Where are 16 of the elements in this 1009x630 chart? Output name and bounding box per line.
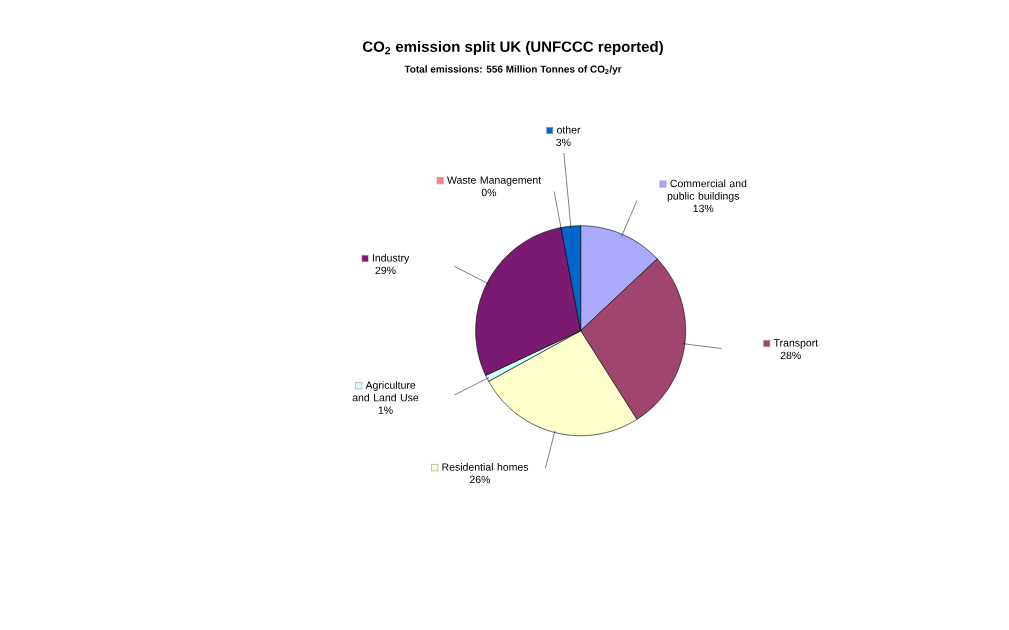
data-label: 3% (556, 138, 571, 147)
legend-label: Transport (773, 339, 819, 349)
legend-label: Residential homes (442, 463, 529, 471)
data-label: 29% (375, 266, 396, 275)
legend-label: other (556, 125, 581, 134)
legend-label: Waste Management (447, 176, 542, 186)
legend-label: Agriculture and Land Use (352, 381, 419, 402)
text: 0% (481, 188, 497, 197)
data-label: 1% (378, 406, 393, 414)
data-label: 28% (780, 351, 801, 360)
legend-label: Industry (372, 253, 410, 264)
chart-subtitle: Total emissions: 556 Million Tonnes of CO$_{2}$/yr (404, 65, 622, 75)
data-label: 13% (693, 204, 714, 213)
data-label: 26% (469, 475, 491, 484)
chart-title: CO$_{2}$ emission split UK (UNFCCC reported) (362, 40, 663, 55)
legend-label: Commercial and public buildings (667, 179, 747, 202)
